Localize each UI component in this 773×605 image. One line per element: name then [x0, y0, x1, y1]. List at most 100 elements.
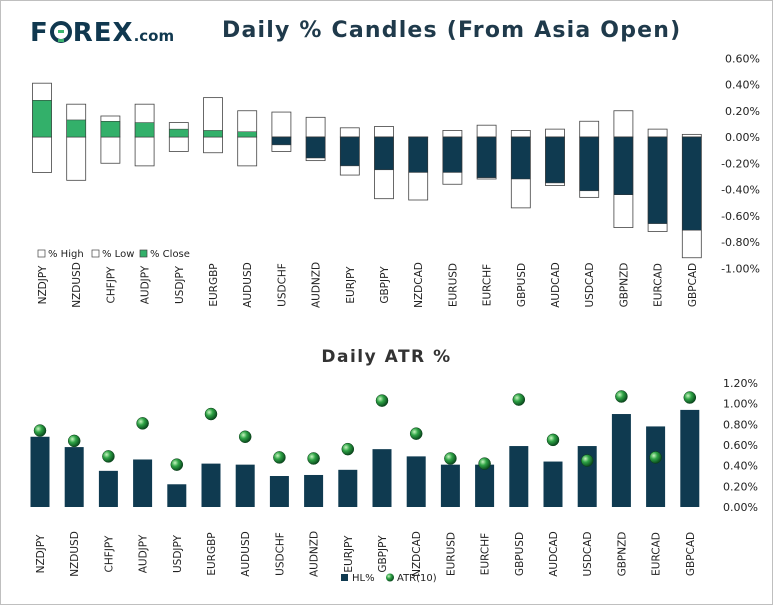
candle-close-bar [545, 136, 565, 184]
candle-close-bar [203, 130, 223, 138]
candle-close-bar [134, 122, 155, 138]
atr-marker [341, 442, 355, 456]
atr-y-tick-label: 0.60% [723, 439, 758, 452]
candles-category-label: EURCAD [653, 263, 665, 307]
candles-chart: 0.60% 0.40% 0.20% 0.00% -0.20% -0.40% -0.60% -0… [32, 52, 760, 308]
candle-close-bar [237, 131, 257, 138]
atr-category-label: EURCAD [651, 532, 663, 576]
candles-category-label: AUDCAD [550, 262, 562, 308]
atr-category-label: USDJPY [172, 534, 184, 573]
atr-legend-swatch [386, 573, 394, 582]
candles-y-tick-label: -0.80% [721, 236, 760, 249]
candles-y-tick-label: -0.20% [721, 157, 760, 170]
hl-bar [646, 426, 666, 507]
candle-close-bar [169, 128, 189, 138]
candles-legend-swatch [139, 249, 148, 258]
atr-category-label: USDCHF [274, 532, 286, 576]
hl-bar [269, 476, 289, 507]
atr-marker [170, 458, 184, 471]
logo-brand-suffix: .com [133, 27, 175, 45]
candles-legend-swatch [37, 249, 46, 258]
atr-y-tick-label: 1.00% [723, 398, 758, 411]
atr-marker [136, 417, 149, 430]
candle-close-bar [511, 136, 531, 180]
atr-marker [67, 434, 81, 448]
atr-category-label: AUDUSD [240, 531, 252, 576]
hl-bar [611, 414, 631, 507]
atr-marker [615, 390, 628, 403]
atr-chart-title: Daily ATR % [321, 347, 452, 367]
atr-category-label: NZDUSD [69, 531, 81, 577]
atr-y-tick-label: 0.40% [723, 460, 758, 473]
candle-close-bar [579, 136, 599, 192]
candles-category-label: NZDJPY [37, 265, 49, 304]
atr-marker [580, 454, 594, 467]
atr-category-label: AUDNZD [309, 531, 321, 577]
hl-bar [167, 484, 187, 507]
atr-category-label: AUDCAD [548, 531, 560, 577]
atr-marker [409, 427, 423, 440]
candle-close-bar [613, 136, 634, 195]
candle-close-bar [408, 136, 428, 173]
candles-y-tick-label: 0.40% [725, 79, 760, 92]
candles-category-label: USDCAD [584, 262, 596, 307]
atr-marker [546, 433, 560, 447]
candles-category-label: NZDCAD [413, 262, 425, 308]
hl-bar [509, 446, 529, 507]
candles-category-label: AUDNZD [311, 262, 323, 308]
candles-category-label: EURCHF [482, 264, 494, 306]
candles-category-label: CHFJPY [105, 266, 117, 303]
candle-close-bar [374, 136, 394, 171]
atr-marker [102, 450, 115, 463]
hl-bar [304, 474, 324, 507]
candle-close-bar [442, 136, 463, 173]
hl-bar [30, 436, 50, 507]
atr-category-label: NZDJPY [35, 534, 47, 573]
atr-category-label: EURUSD [445, 532, 457, 576]
atr-y-tick-label: 1.20% [723, 377, 758, 390]
candles-legend-label: % Low [102, 249, 134, 260]
candle-close-bar [271, 136, 292, 146]
atr-category-label: AUDJPY [138, 534, 150, 573]
candle-close-bar [305, 136, 326, 159]
atr-category-label: GBPCAD [685, 532, 697, 576]
candles-category-label: EURUSD [447, 263, 459, 307]
atr-category-label: USDCAD [582, 531, 594, 576]
candle-close-bar [66, 119, 86, 138]
forex-logo: F REX.com [30, 18, 174, 48]
atr-marker [444, 452, 457, 465]
atr-y-tick-label: 0.80% [723, 418, 758, 431]
candles-category-label: GBPCAD [687, 263, 699, 307]
atr-marker [33, 424, 47, 437]
atr-y-tick-label: 0.20% [723, 480, 758, 493]
hl-bar [406, 456, 426, 507]
candles-y-tick-label: 0.00% [725, 131, 760, 144]
candles-legend-swatch [91, 249, 100, 258]
candle-close-bar [476, 136, 497, 178]
candles-y-tick-label: 0.20% [725, 105, 760, 118]
atr-category-label: GBPNZD [616, 532, 628, 577]
atr-category-label: CHFJPY [103, 535, 115, 572]
atr-marker [204, 407, 218, 421]
atr-y-tick-label: 0.00% [723, 501, 758, 514]
candles-category-label: GBPJPY [379, 266, 391, 304]
candles-category-label: USDCHF [276, 263, 288, 307]
candles-y-tick-label: -0.40% [721, 184, 760, 197]
atr-legend-label: ATR(10) [397, 573, 437, 584]
atr-category-label: EURGBP [206, 532, 218, 575]
candles-legend-label: % High [48, 249, 84, 260]
candles-category-label: EURGBP [208, 263, 220, 306]
atr-category-label: GBPUSD [514, 532, 526, 576]
logo-o-icon [49, 21, 72, 43]
candles-legend-label: % Close [150, 249, 190, 260]
candle-close-bar [682, 136, 702, 231]
candles-category-label: GBPUSD [516, 263, 528, 307]
atr-category-label: EURJPY [343, 535, 355, 573]
atr-marker [307, 452, 320, 465]
candles-category-label: USDJPY [174, 265, 186, 304]
hl-bar [543, 461, 563, 507]
candles-category-label: NZDUSD [71, 262, 83, 308]
hl-bar [680, 409, 700, 507]
hl-bar [64, 447, 84, 507]
